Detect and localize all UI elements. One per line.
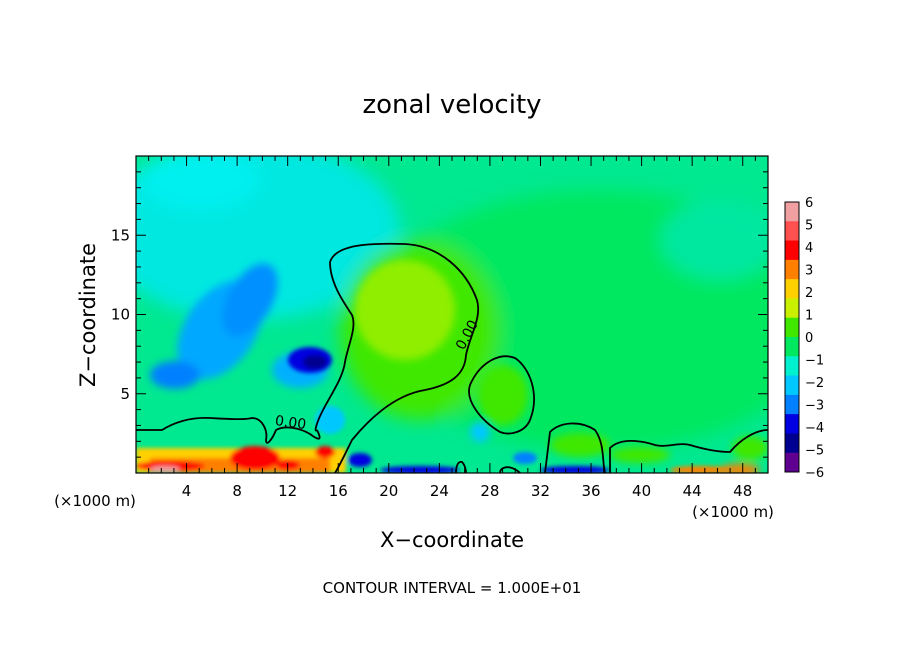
y-axis-tick-labels: 5 10 15 xyxy=(111,226,130,403)
x-axis-unit-right: (×1000 m) xyxy=(692,503,774,521)
x-tick-label: 8 xyxy=(232,482,242,500)
colorbar-swatch xyxy=(785,298,799,319)
colorbar-frame xyxy=(784,201,800,473)
x-tick-label: 32 xyxy=(531,482,550,500)
colorbar-tick-label: 0 xyxy=(805,331,813,346)
contour-label: 0.00 xyxy=(274,413,307,433)
colorbar-tick-label: −2 xyxy=(805,376,824,391)
colorbar-tick-label: −3 xyxy=(805,399,824,414)
colorbar-swatch xyxy=(785,337,799,357)
contour-interval-note: CONTOUR INTERVAL = 1.000E+01 xyxy=(323,579,582,597)
colorbar-tick-label: 6 xyxy=(805,196,813,211)
colorbar-swatch xyxy=(785,394,799,415)
x-tick-label: 20 xyxy=(379,482,398,500)
y-tick-label: 15 xyxy=(111,226,130,244)
colorbar-tick-label: −6 xyxy=(805,466,824,481)
x-tick-label: 16 xyxy=(329,482,348,500)
plot-field xyxy=(136,156,768,473)
y-axis-label: Z−coordinate xyxy=(76,243,100,387)
x-tick-label: 4 xyxy=(182,482,192,500)
colorbar-swatch xyxy=(785,279,799,299)
colorbar-swatch xyxy=(785,240,799,261)
colorbar-tick-label: −1 xyxy=(805,354,824,369)
colorbar-tick-label: 3 xyxy=(805,264,813,279)
colorbar: 6 5 4 3 2 1 0 −1 −2 −3 −4 −5 −6 xyxy=(784,196,824,481)
x-tick-label: 12 xyxy=(278,482,297,500)
colorbar-swatch xyxy=(785,221,799,242)
x-tick-label: 28 xyxy=(480,482,499,500)
colorbar-swatch xyxy=(785,414,799,434)
colorbar-swatch xyxy=(785,259,799,280)
colorbar-swatch xyxy=(785,356,799,377)
y-tick-label: 10 xyxy=(111,306,130,324)
x-axis-tick-labels: 4 8 12 16 20 24 28 32 36 40 44 48 xyxy=(182,482,752,500)
colorbar-swatch xyxy=(785,375,799,396)
colorbar-tick-label: 4 xyxy=(805,241,813,256)
colorbar-tick-label: 5 xyxy=(805,219,813,234)
y-tick-label: 5 xyxy=(120,385,130,403)
zero-contours xyxy=(136,242,768,473)
x-tick-label: 36 xyxy=(581,482,600,500)
colorbar-swatch xyxy=(785,452,799,473)
x-axis-label: X−coordinate xyxy=(380,528,524,552)
colorbar-swatch xyxy=(785,317,799,338)
colorbar-tick-label: 1 xyxy=(805,309,813,324)
x-tick-label: 44 xyxy=(683,482,702,500)
x-tick-label: 40 xyxy=(632,482,651,500)
chart-title: zonal velocity xyxy=(362,90,541,120)
axis-ticks xyxy=(136,156,768,473)
x-tick-label: 24 xyxy=(430,482,449,500)
colorbar-tick-label: 2 xyxy=(805,286,813,301)
x-tick-label: 48 xyxy=(733,482,752,500)
x-axis-unit-left: (×1000 m) xyxy=(54,492,136,510)
colorbar-tick-label: −5 xyxy=(805,444,824,459)
colorbar-tick-label: −4 xyxy=(805,421,824,436)
colorbar-swatch xyxy=(785,433,799,454)
colorbar-swatch xyxy=(785,202,799,222)
